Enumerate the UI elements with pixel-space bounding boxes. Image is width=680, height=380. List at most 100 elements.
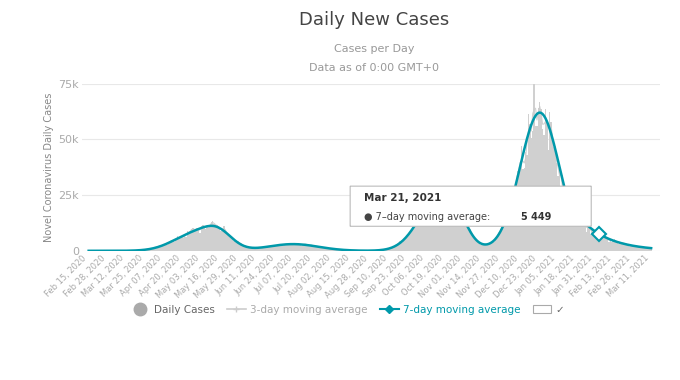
Bar xyxy=(167,245,168,251)
Bar xyxy=(144,250,146,251)
Bar xyxy=(498,234,500,251)
Bar xyxy=(428,216,429,251)
Bar xyxy=(635,246,636,251)
Bar xyxy=(629,247,630,251)
Bar xyxy=(177,236,178,251)
Bar xyxy=(415,221,416,251)
Bar xyxy=(638,247,639,251)
Bar xyxy=(645,247,646,251)
Bar xyxy=(249,248,250,251)
Bar xyxy=(566,197,567,251)
Bar xyxy=(513,202,515,251)
Bar xyxy=(593,231,594,251)
Bar xyxy=(449,203,450,251)
Bar xyxy=(375,250,377,251)
Bar xyxy=(594,233,596,251)
Bar xyxy=(418,218,420,251)
Bar xyxy=(475,239,477,251)
Bar xyxy=(517,171,518,251)
Bar xyxy=(152,249,153,251)
Bar xyxy=(205,229,206,251)
Bar xyxy=(182,238,184,251)
Bar xyxy=(456,202,457,251)
Bar xyxy=(604,237,605,251)
Bar xyxy=(313,247,315,251)
Bar xyxy=(560,186,562,251)
Bar xyxy=(624,243,625,251)
Bar xyxy=(528,114,529,251)
Bar xyxy=(413,228,415,251)
Bar xyxy=(545,109,546,251)
Bar xyxy=(550,122,551,251)
Bar xyxy=(617,243,618,251)
Bar xyxy=(529,124,530,251)
Bar xyxy=(559,164,560,251)
Bar xyxy=(262,247,264,251)
Bar xyxy=(349,250,350,251)
Bar xyxy=(197,228,198,251)
Bar xyxy=(211,222,212,251)
Bar xyxy=(295,245,296,251)
Bar xyxy=(504,219,505,251)
Bar xyxy=(575,214,576,251)
Bar xyxy=(553,147,555,251)
Bar xyxy=(580,221,581,251)
Bar xyxy=(308,246,309,251)
Bar xyxy=(219,228,220,251)
Bar xyxy=(324,247,325,251)
Bar xyxy=(492,242,494,251)
Bar xyxy=(319,247,320,251)
Bar xyxy=(292,244,294,251)
Bar xyxy=(615,242,617,251)
Bar xyxy=(541,109,542,251)
Bar xyxy=(209,227,211,251)
Bar xyxy=(157,247,158,251)
Bar xyxy=(426,208,428,251)
Bar xyxy=(390,248,391,251)
Bar xyxy=(330,249,332,251)
Bar xyxy=(395,246,396,251)
Bar xyxy=(539,102,541,251)
Bar xyxy=(558,176,559,251)
Bar xyxy=(641,247,642,251)
Bar xyxy=(168,242,170,251)
Bar xyxy=(173,241,174,251)
Bar xyxy=(597,231,598,251)
Bar xyxy=(386,249,387,251)
Bar xyxy=(632,246,634,251)
Bar xyxy=(567,189,568,251)
Bar xyxy=(497,236,498,251)
Bar xyxy=(505,212,507,251)
Bar xyxy=(254,248,256,251)
Bar xyxy=(507,215,508,251)
Bar xyxy=(170,242,171,251)
Bar xyxy=(411,229,412,251)
Bar xyxy=(512,197,513,251)
Bar xyxy=(503,227,504,251)
Bar xyxy=(236,242,237,251)
Bar xyxy=(445,195,446,251)
Bar xyxy=(474,238,475,251)
Bar xyxy=(563,196,564,251)
Bar xyxy=(626,245,628,251)
Bar xyxy=(139,250,140,251)
Bar xyxy=(216,225,218,251)
Bar xyxy=(281,246,282,251)
Bar xyxy=(535,126,537,251)
Bar xyxy=(346,250,347,251)
Bar xyxy=(435,191,436,251)
Bar xyxy=(240,243,241,251)
Bar xyxy=(437,199,439,251)
Bar xyxy=(345,250,346,251)
Bar xyxy=(443,199,445,251)
Bar xyxy=(639,247,641,251)
Y-axis label: Novel Coronavirus Daily Cases: Novel Coronavirus Daily Cases xyxy=(44,92,54,242)
Bar xyxy=(488,243,490,251)
Bar xyxy=(490,243,491,251)
Bar xyxy=(404,241,405,251)
Bar xyxy=(208,228,209,251)
Bar xyxy=(452,202,453,251)
Bar xyxy=(165,244,167,251)
Bar xyxy=(137,250,139,251)
Bar xyxy=(530,138,532,251)
